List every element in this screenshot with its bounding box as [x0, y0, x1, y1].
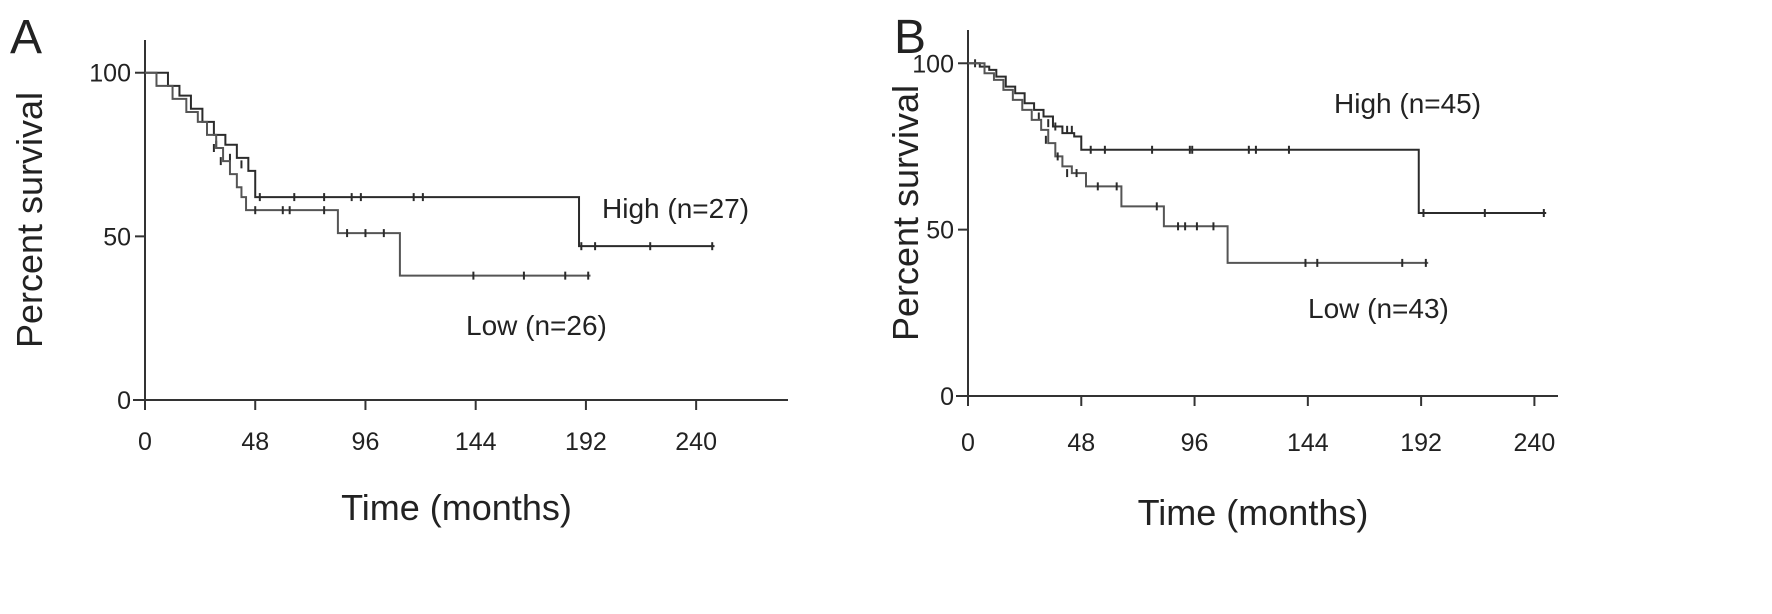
y-tick-label: 0: [117, 387, 131, 415]
x-tick-label: 144: [455, 428, 497, 456]
x-tick-label: 240: [675, 428, 717, 456]
survival-curve-high: [968, 62, 1547, 214]
series-label-low: Low (n=26): [466, 310, 607, 341]
y-tick-label: 0: [940, 383, 954, 411]
y-tick-label: 50: [926, 217, 954, 245]
x-tick-label: 0: [138, 428, 152, 456]
y-tick-label: 100: [912, 50, 954, 78]
x-axis-label: Time (months): [341, 487, 572, 528]
x-tick-label: 192: [565, 428, 607, 456]
x-tick-label: 96: [1181, 429, 1209, 457]
km-plot-b: 0 50 100 0 48 96 144 192 240 Time (months) Percent…: [885, 30, 1558, 533]
series-label-high: High (n=27): [602, 193, 749, 224]
x-tick-label: 0: [961, 429, 975, 457]
y-tick-label: 100: [89, 60, 131, 88]
survival-curve-low: [145, 71, 591, 277]
panel-b-label: B: [894, 11, 927, 64]
series-label-high: High (n=45): [1334, 88, 1481, 119]
x-axis-label: Time (months): [1138, 492, 1369, 533]
x-tick-label: 192: [1400, 429, 1442, 457]
x-tick-label: 48: [1067, 429, 1095, 457]
km-plot-a: 0 50 100 0 48 96 144 192 240 Time (months) Percent…: [9, 40, 788, 528]
x-tick-label: 48: [241, 428, 269, 456]
x-tick-label: 144: [1287, 429, 1329, 457]
series-label-low: Low (n=43): [1308, 293, 1449, 324]
x-tick-label: 240: [1514, 429, 1556, 457]
x-tick-label: 96: [352, 428, 380, 456]
y-tick-label: 50: [103, 223, 131, 251]
survival-curve-low: [968, 62, 1429, 264]
panel-b: B 0 50 100 0 48 96 144 192 240 Time (months) Perce…: [885, 0, 1772, 614]
panel-a: A 0 50 100 0 48 96 144 192 240 Time (months) Perce…: [9, 11, 788, 528]
y-axis-label: Percent survival: [9, 92, 50, 348]
survival-curve-high: [145, 71, 715, 248]
panel-a-label: A: [10, 11, 43, 64]
y-axis-label: Percent survival: [885, 85, 926, 341]
